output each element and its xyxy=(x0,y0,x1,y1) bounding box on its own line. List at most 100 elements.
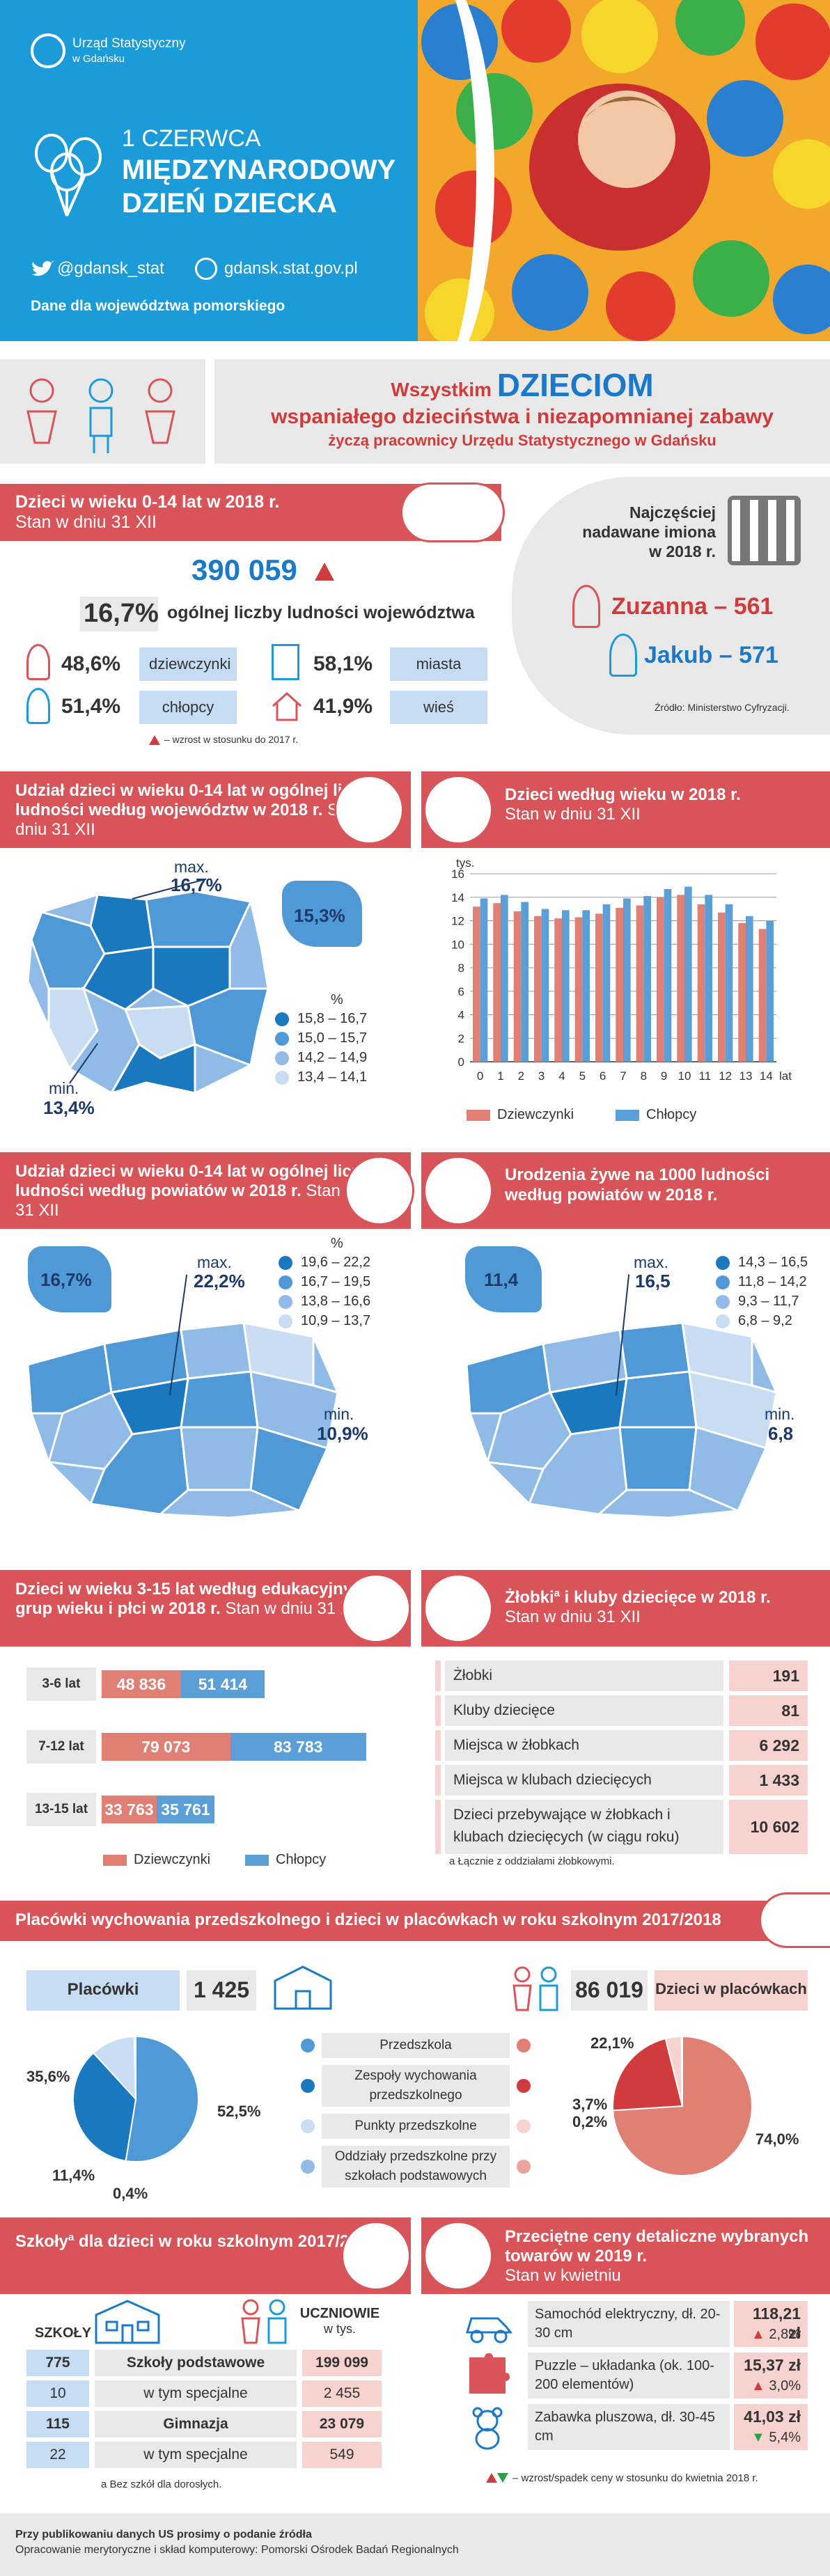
type-dot-blue xyxy=(301,2160,315,2174)
type-dot-blue xyxy=(301,2119,315,2133)
age-group-label: 3-6 lat xyxy=(26,1667,96,1701)
births-icon xyxy=(423,1156,493,1225)
bar-boys xyxy=(501,895,508,1062)
legend-label: 9,3 – 11,7 xyxy=(738,1294,799,1309)
powiat-legend-item: 19,6 – 22,2 xyxy=(279,1255,370,1271)
price-change: ▲ 2,8% xyxy=(751,2327,801,2342)
legend-label: 11,8 – 14,2 xyxy=(738,1274,807,1289)
type-dot-blue xyxy=(301,2079,315,2093)
y-tick-label: 0 xyxy=(458,1055,464,1069)
header-title-1: MIĘDZYNARODOWY xyxy=(122,155,396,185)
age-group-label: 7-12 lat xyxy=(26,1730,96,1764)
bar-boys xyxy=(705,895,712,1062)
births-map xyxy=(460,1309,787,1525)
price-change: ▲ 3,0% xyxy=(751,2378,801,2394)
greeting-line3: życzą pracownicy Urzędu Statystycznego w… xyxy=(328,432,717,449)
x-tick-label: 0 xyxy=(477,1069,483,1083)
name-girl: Zuzanna – 561 xyxy=(611,593,774,620)
y-tick-label: 14 xyxy=(451,891,464,904)
y-tick-label: 4 xyxy=(458,1009,464,1022)
bar-girls xyxy=(677,895,684,1062)
facilities-val: 1 425 xyxy=(193,1977,250,2002)
price-value: 15,37 zł xyxy=(734,2353,808,2398)
bar-boys xyxy=(746,916,753,1062)
powiat-share-min-val: 10,9% xyxy=(317,1423,368,1444)
legend-swatch xyxy=(275,1070,289,1085)
x-tick-label: 7 xyxy=(620,1069,626,1083)
pie-right-label-3: 3,7% xyxy=(572,2096,608,2113)
legend-swatch xyxy=(716,1314,730,1328)
legend-label: 15,8 – 16,7 xyxy=(297,1011,368,1026)
births-legend-item: 6,8 – 9,2 xyxy=(716,1313,808,1329)
school-count: 775 xyxy=(26,2350,89,2376)
bar-boys xyxy=(480,898,488,1062)
header-photo xyxy=(418,0,830,341)
pomorskie-inset xyxy=(282,881,362,947)
legend-swatch xyxy=(279,1314,292,1328)
greeting-pre: Wszystkim xyxy=(391,379,497,400)
legend-label: 16,7 – 19,5 xyxy=(301,1274,371,1289)
org-logo-icon xyxy=(31,33,65,68)
pie-right-label-1: 74,0% xyxy=(755,2130,799,2148)
schools-header: Szkołya dla dzieci w roku szkolnym 2017/… xyxy=(0,2217,411,2294)
nursery-row-value: 191 xyxy=(729,1660,808,1691)
type-dot-red xyxy=(517,2119,531,2133)
nursery-row-label: Miejsca w klubach dziecięcych xyxy=(445,1765,723,1796)
increase-arrow-icon xyxy=(315,563,334,581)
legend-swatch-boys xyxy=(616,1109,640,1121)
name-boy-icon xyxy=(609,634,637,677)
price-value: 118,21 zł xyxy=(734,2301,808,2347)
website-link[interactable]: gdansk.stat.gov.pl xyxy=(224,259,358,278)
legend-swatch-girls xyxy=(103,1854,127,1866)
house-icon xyxy=(272,691,302,721)
births-min-val: 6,8 xyxy=(768,1423,794,1444)
school-type-label: Gimnazja xyxy=(95,2411,297,2437)
pie-left-label-1: 52,5% xyxy=(217,2103,261,2120)
bar-boys xyxy=(541,909,549,1062)
x-tick-label: 2 xyxy=(518,1069,524,1083)
schools-title-post: dla dzieci w roku szkolnym 2017/2018 xyxy=(74,2232,377,2251)
price-item-label: Samochód elektryczny, dł. 20-30 cm xyxy=(528,2301,730,2347)
legend-label: 13,8 – 16,6 xyxy=(301,1294,371,1309)
age-group-bar-girls: 33 763 xyxy=(102,1796,157,1823)
preschool-facilities-pie xyxy=(73,2036,198,2162)
bar-boys xyxy=(582,910,590,1062)
share-box xyxy=(80,597,158,631)
y-axis-label: tys. xyxy=(456,856,474,870)
births-max-val: 16,5 xyxy=(635,1271,671,1291)
bar-girls xyxy=(513,911,522,1062)
nurseries-title-pre: Żłobki xyxy=(505,1588,554,1607)
price-value: 41,03 zł xyxy=(734,2404,808,2450)
twitter-handle[interactable]: @gdansk_stat xyxy=(57,259,164,278)
preschool-type-label: Przedszkola xyxy=(322,2033,510,2058)
preschool-type-label: Punkty przedszkolne xyxy=(322,2114,510,2139)
header-date: 1 CZERWCA xyxy=(122,125,261,152)
schools-footnote: a Bez szkół dla dorosłych. xyxy=(101,2479,222,2490)
voiv-min-label: min. xyxy=(49,1079,79,1097)
age-groups-legend: Dziewczynki Chłopcy xyxy=(103,1852,326,1868)
share-pct: 16,7% xyxy=(84,599,159,628)
facilities-pie-slice xyxy=(125,2036,198,2162)
preschool-types-legend: Przedszkola Zespoły wychowania przedszkol… xyxy=(301,2033,531,2200)
nursery-row-value: 81 xyxy=(729,1695,808,1726)
legend-swatch xyxy=(279,1294,292,1309)
bar-boys xyxy=(623,898,631,1062)
school-building-2-icon xyxy=(89,2298,166,2346)
bar-boys xyxy=(643,896,651,1062)
children-val: 86 019 xyxy=(575,1977,643,2002)
footnote-arrow-icon xyxy=(149,735,160,745)
legend-label: 15,0 – 15,7 xyxy=(297,1030,368,1046)
powiat-share-min-label: min. xyxy=(324,1405,354,1423)
pie-left-label-3: 11,4% xyxy=(52,2167,95,2184)
legend-label: 19,6 – 22,2 xyxy=(301,1255,371,1270)
powiat-share-header: Udział dzieci w wieku 0-14 lat w ogólnej… xyxy=(0,1152,411,1229)
legend-label: 6,8 – 9,2 xyxy=(738,1313,792,1328)
births-legend-item: 9,3 – 11,7 xyxy=(716,1294,808,1310)
girl-icon xyxy=(26,644,50,680)
twitter-icon xyxy=(31,259,54,278)
births-min-label: min. xyxy=(765,1405,795,1423)
age-group-label: 13-15 lat xyxy=(26,1793,96,1826)
name-boy: Jakub – 571 xyxy=(644,642,778,668)
facilities-val-box xyxy=(187,1970,256,2011)
children-icon xyxy=(400,482,505,542)
